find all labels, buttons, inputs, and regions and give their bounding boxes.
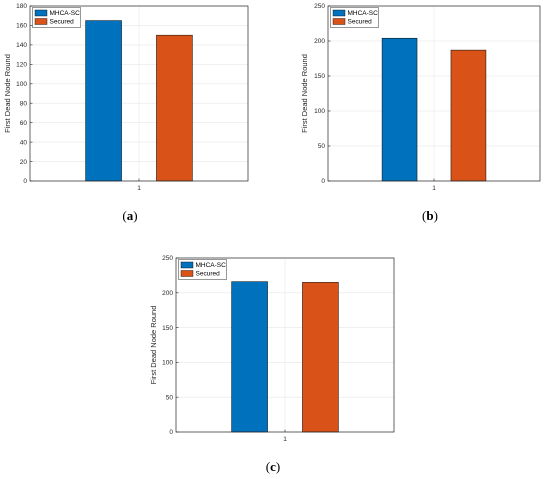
y-tick-label: 180 [16, 3, 27, 10]
y-tick-label: 140 [16, 42, 27, 49]
y-tick-label: 50 [318, 143, 326, 150]
y-tick-label: 60 [20, 120, 28, 127]
y-tick-label: 120 [16, 62, 27, 69]
y-tick-label: 100 [162, 360, 173, 367]
y-axis-label: First Dead Node Round [3, 54, 12, 133]
chart-panel-b: 0 50 100 150 200 250 1 First Dead Node Round MHC… [300, 3, 541, 192]
y-tick-label: 200 [314, 38, 325, 45]
y-tick-label: 0 [169, 429, 173, 436]
y-tick-label: 20 [20, 159, 28, 166]
x-tick-label: 1 [432, 185, 436, 192]
chart-panel-c: 0 50 100 150 200 250 1 First Dead Node Round MHC… [149, 255, 395, 443]
y-tick-label: 250 [314, 3, 325, 10]
legend-label: Secured [348, 19, 373, 26]
legend-swatch [180, 261, 194, 269]
legend-label: Secured [50, 19, 75, 26]
bar-Secured [450, 49, 487, 182]
caption-c-letter: c [270, 459, 276, 474]
y-tick-label: 0 [321, 178, 325, 185]
caption-c: (c) [265, 459, 281, 474]
legend-swatch [34, 9, 48, 17]
y-tick-label: 200 [162, 290, 173, 297]
y-tick-label: 40 [20, 139, 28, 146]
y-tick-label: 100 [16, 81, 27, 88]
legend-label: MHCA-SC [196, 262, 227, 269]
x-tick-label: 1 [137, 185, 141, 192]
y-tick-label: 150 [314, 73, 325, 80]
legend-swatch [332, 9, 346, 17]
y-tick-label: 100 [314, 108, 325, 115]
x-tick-label: 1 [283, 436, 287, 443]
bar-Secured [302, 282, 339, 433]
y-axis-label: First Dead Node Round [149, 306, 158, 385]
legend-label: MHCA-SC [348, 10, 379, 17]
legend-swatch [180, 270, 194, 277]
y-tick-label: 0 [23, 178, 27, 185]
y-tick-label: 160 [16, 23, 27, 30]
legend-swatch [34, 18, 48, 25]
y-tick-label: 80 [20, 100, 28, 107]
bar-MHCA-SC [231, 281, 268, 433]
y-tick-label: 250 [162, 255, 173, 262]
caption-a: (a) [122, 208, 138, 223]
caption-b-letter: b [426, 208, 434, 223]
legend-swatch [332, 18, 346, 25]
legend-label: Secured [196, 271, 221, 278]
chart-panel-a: 0 20 40 60 80 100 120 140 160 180 1 First Dead Node… [3, 3, 249, 192]
y-axis-label: First Dead Node Round [300, 54, 309, 133]
y-tick-label: 150 [162, 325, 173, 332]
caption-b: (b) [422, 208, 438, 223]
y-tick-label: 50 [166, 394, 174, 401]
legend-label: MHCA-SC [50, 10, 81, 17]
caption-a-letter: a [126, 208, 134, 223]
bar-MHCA-SC [381, 37, 418, 182]
bar-Secured [156, 34, 193, 182]
bar-MHCA-SC [85, 20, 122, 182]
